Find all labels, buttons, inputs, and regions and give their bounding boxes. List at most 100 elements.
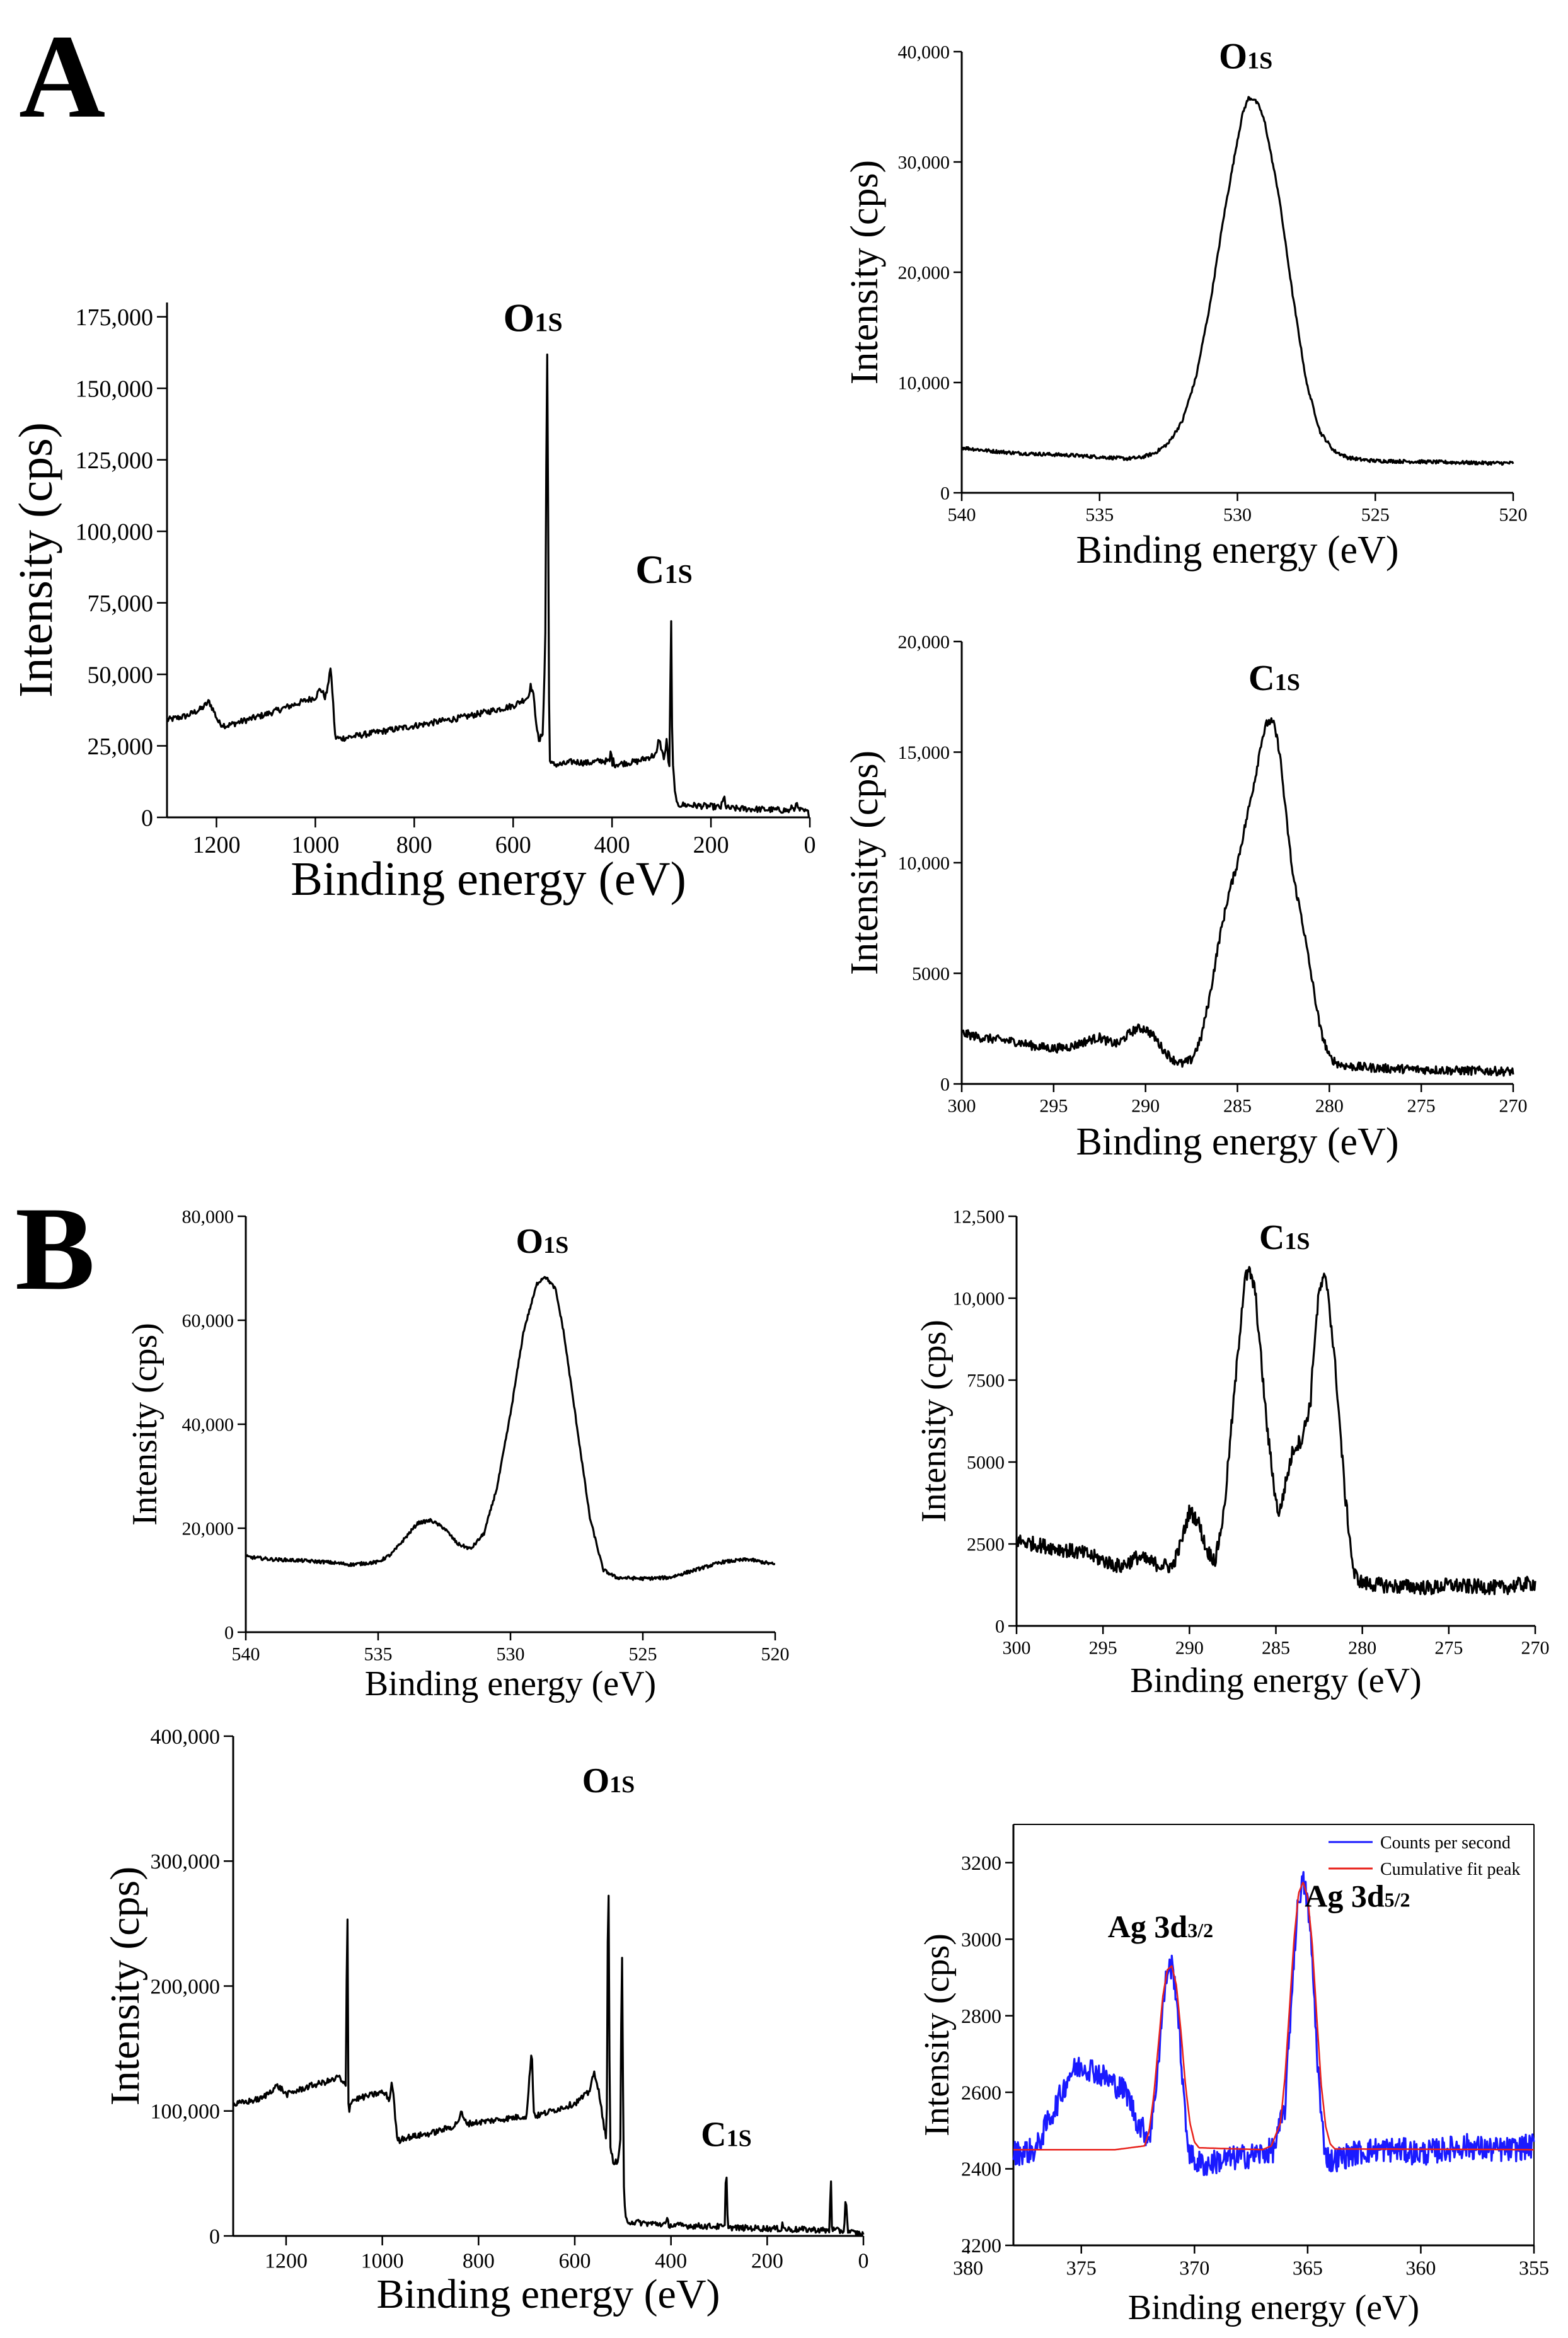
y-tick-label: 3200 [961,1851,1001,1874]
series-o-1s [245,1276,776,1582]
charts-layer: 1200 1000 800 600 400 200 0 0 25,000 50,000 75,000… [9,35,1550,2327]
x-tick-label: 1000 [291,832,339,858]
x-tick-label: 1200 [192,832,240,858]
y-tick-label: 2800 [961,2005,1001,2027]
y-tick-label: 2500 [967,1535,1005,1555]
x-tick-label: 540 [948,505,976,526]
x-axis-label: Binding energy (eV) [291,853,686,906]
x-tick-label: 1000 [361,2250,404,2273]
x-tick-label: 280 [1348,1638,1376,1659]
x-axis-label: Binding energy (eV) [377,2271,720,2317]
x-tick-label: 295 [1089,1638,1117,1659]
y-tick-label: 7500 [967,1371,1005,1391]
y-axis-label: Intensity (cps) [9,422,62,698]
peak-label: C1S [635,547,693,592]
y-tick-label: 12,500 [953,1207,1005,1228]
y-tick-label: 300,000 [151,1850,221,1874]
chart-b-survey: 1200 1000 800 600 400 200 0 0 100,000 200,000 300,… [102,1725,869,2317]
y-tick-label: 75,000 [88,590,154,617]
y-axis-label: Intensity (cps) [125,1323,164,1526]
y-tick-label: 2400 [961,2158,1001,2180]
y-tick-label: 0 [224,1623,234,1644]
x-tick-label: 290 [1175,1638,1204,1659]
x-tick-label: 400 [655,2250,687,2273]
y-tick-label: 2600 [961,2081,1001,2104]
y-tick-label: 0 [209,2225,220,2249]
x-tick-label: 0 [804,832,816,858]
y-tick-label: 10,000 [953,1289,1005,1310]
x-tick-label: 285 [1223,1096,1252,1117]
peak-label: O1S [1219,35,1272,76]
x-tick-label: 800 [396,832,432,858]
x-tick-label: 525 [1361,505,1390,526]
x-tick-label: 290 [1131,1096,1160,1117]
y-axis-label: Intensity (cps) [102,1867,148,2105]
series-survey [166,353,810,819]
x-tick-label: 365 [1293,2257,1323,2279]
legend-label: Counts per second [1380,1833,1511,1853]
y-tick-label: 100,000 [76,519,154,545]
x-axis-label: Binding energy (eV) [1076,529,1399,572]
x-tick-label: 600 [558,2250,591,2273]
x-tick-label: 270 [1499,1096,1528,1117]
y-tick-label: 3000 [961,1928,1001,1950]
y-tick-label: 10,000 [898,853,950,874]
y-tick-label: 0 [141,805,153,831]
peak-label: O1S [582,1761,635,1800]
x-tick-label: 400 [594,832,630,858]
x-tick-label: 375 [1066,2257,1097,2279]
y-tick-label: 100,000 [151,2100,221,2124]
x-tick-label: 520 [1499,505,1528,526]
legend-label: Cumulative fit peak [1380,1860,1520,1879]
chart-a-survey: 1200 1000 800 600 400 200 0 0 25,000 50,000 75,000… [9,295,816,906]
series-o-1s [961,96,1514,466]
x-tick-label: 295 [1039,1096,1068,1117]
x-tick-label: 285 [1262,1638,1290,1659]
peak-label: C1S [1259,1218,1310,1257]
x-tick-label: 1200 [265,2250,308,2273]
y-tick-label: 50,000 [88,662,154,688]
series-cumulative-fit-peak [1013,1882,1535,2151]
y-tick-label: 15,000 [898,742,950,763]
y-tick-label: 400,000 [151,1725,221,1749]
x-tick-label: 360 [1405,2257,1436,2279]
x-tick-label: 200 [751,2250,783,2273]
peak-label: Ag 3d5/2 [1305,1879,1410,1914]
y-tick-label: 0 [995,1616,1005,1637]
peak-label: C1S [701,2115,752,2154]
y-tick-label: 175,000 [76,304,154,331]
x-tick-label: 540 [232,1644,260,1665]
chart-b-ag3d: 380 375 370 365 360 355 2200 2400 2600 2800 3000 32… [918,1824,1549,2327]
x-tick-label: 600 [495,832,531,858]
x-tick-label: 355 [1519,2257,1549,2279]
series-c-1s [1015,1265,1536,1596]
x-tick-label: 200 [693,832,729,858]
x-tick-label: 275 [1407,1096,1436,1117]
x-tick-label: 535 [364,1644,393,1665]
x-tick-label: 520 [761,1644,790,1665]
y-tick-label: 5000 [912,964,950,984]
y-tick-label: 20,000 [182,1519,234,1540]
x-axis-label: Binding energy (eV) [1128,2288,1419,2327]
x-tick-label: 800 [463,2250,495,2273]
x-tick-label: 270 [1521,1638,1550,1659]
x-tick-label: 275 [1434,1638,1463,1659]
x-tick-label: 530 [1223,505,1252,526]
peak-label: O1S [504,295,563,340]
y-tick-label: 80,000 [182,1207,234,1228]
x-tick-label: 0 [858,2250,869,2273]
x-tick-label: 525 [629,1644,657,1665]
peak-label: C1S [1248,657,1300,698]
x-axis-label: Binding energy (eV) [365,1664,656,1703]
series-survey [232,1894,865,2237]
chart-a-c1s: 300 295 290 285 280 275 270 0 5000 10,000 15,000 20… [843,632,1528,1164]
y-axis-label: Intensity (cps) [914,1320,954,1523]
x-tick-label: 370 [1179,2257,1209,2279]
y-tick-label: 30,000 [898,153,950,173]
x-tick-label: 380 [953,2257,983,2279]
y-tick-label: 20,000 [898,263,950,284]
y-tick-label: 2200 [961,2234,1001,2257]
series-c-1s [961,717,1514,1077]
